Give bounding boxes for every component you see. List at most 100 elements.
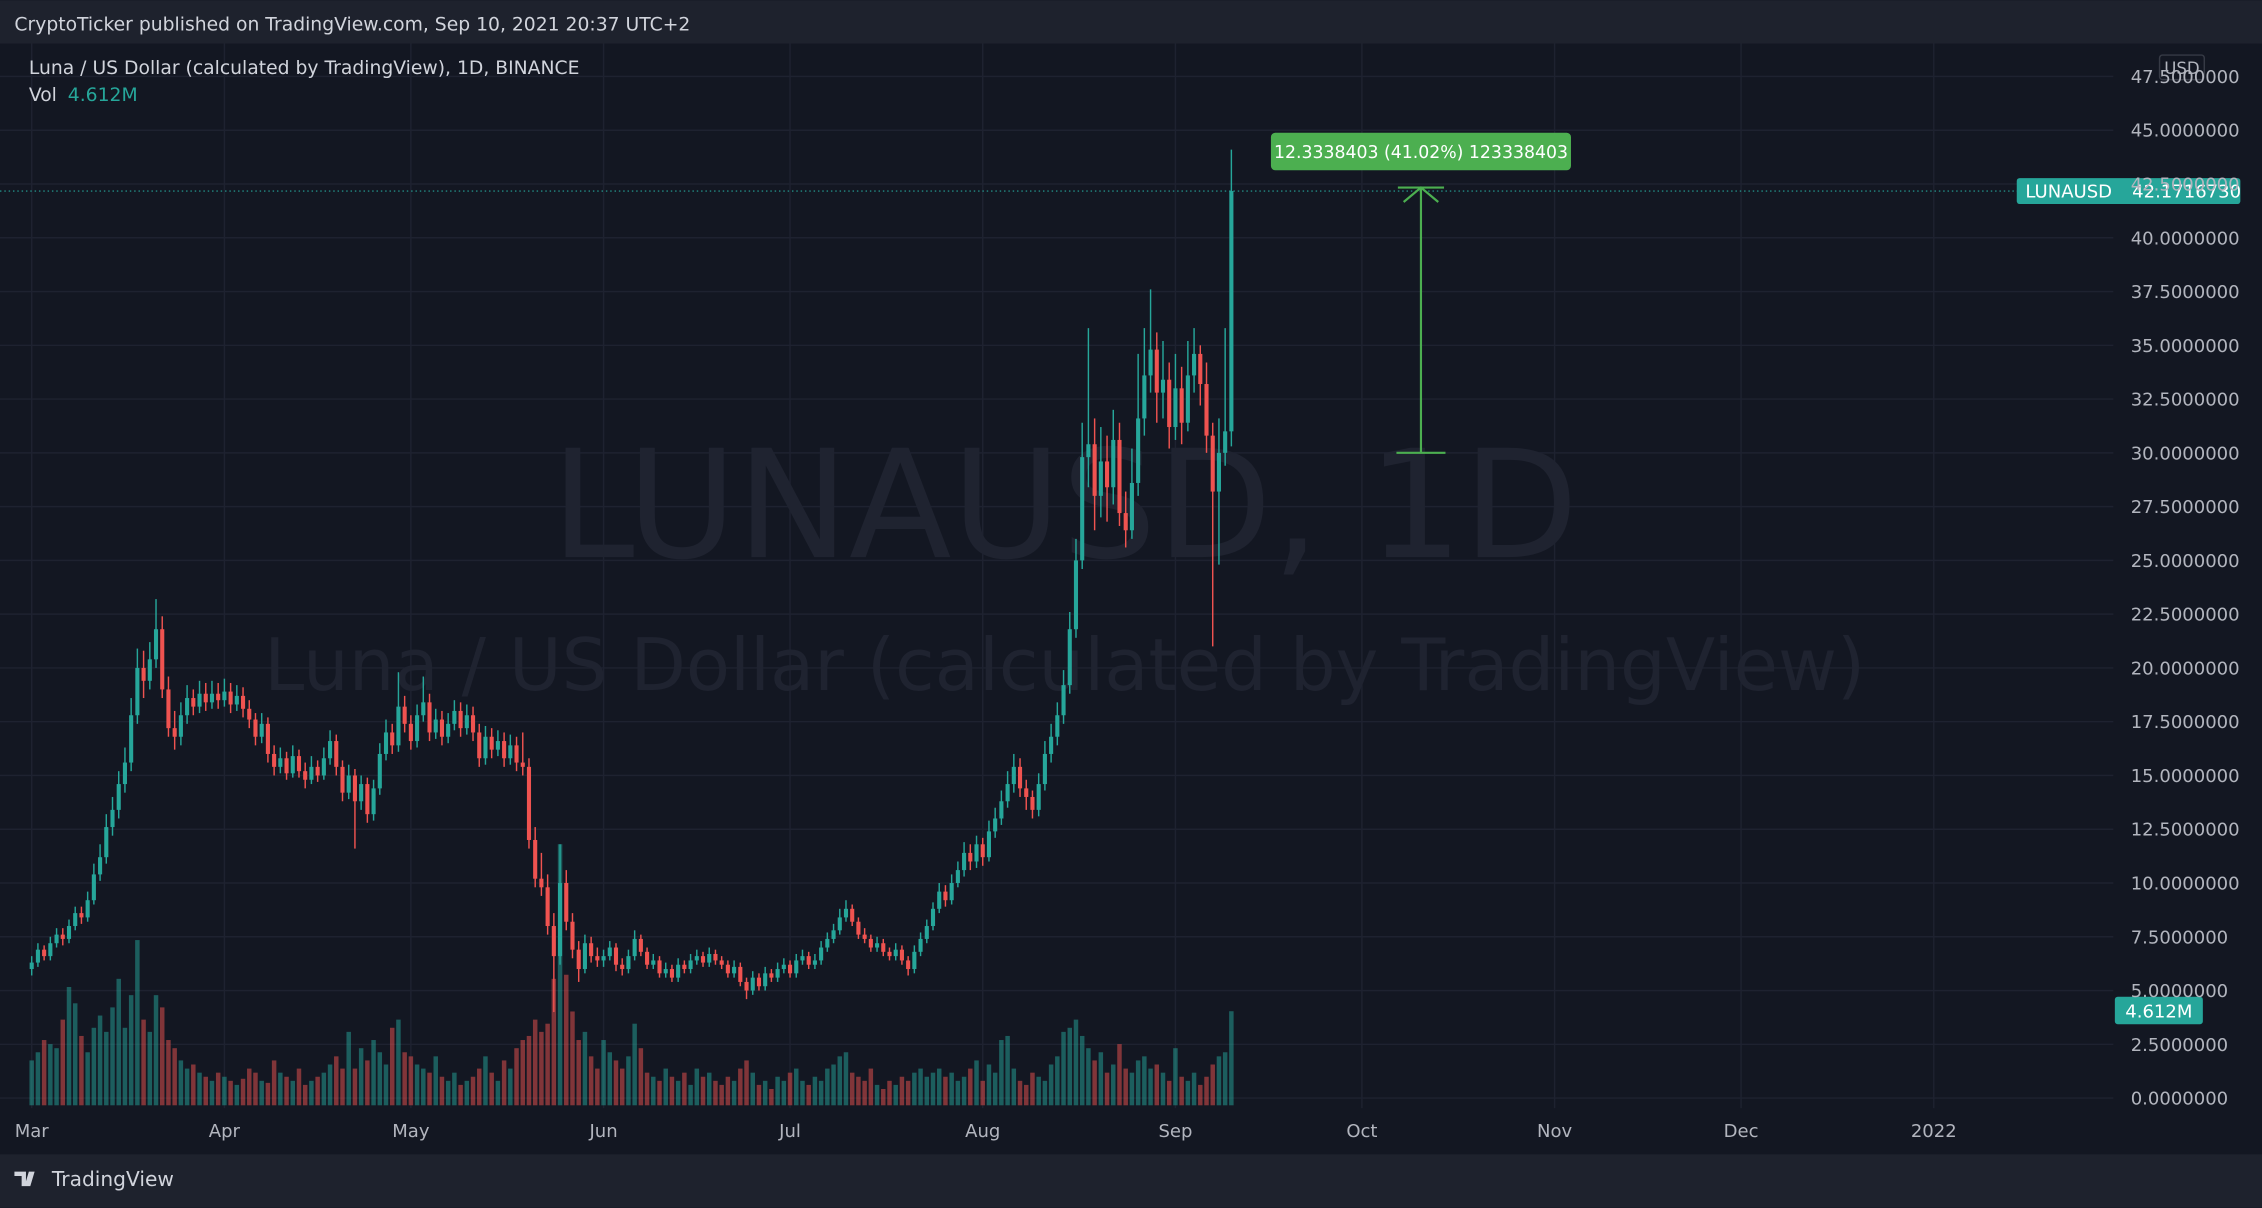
candle-body [899,949,904,961]
volume-bar [1067,1027,1072,1106]
volume-bar [936,1068,942,1106]
volume-bar [905,1080,911,1106]
last-price-value: 42.1716730 [2132,182,2241,203]
volume-bar [128,995,134,1106]
candle-body [663,969,668,974]
volume-legend-value: 4.612M [68,85,138,106]
volume-bar [1042,1080,1048,1106]
x-tick-label: Nov [1537,1121,1572,1142]
volume-bar [843,1052,849,1106]
volume-bar [800,1080,805,1106]
candle-body [713,953,718,961]
y-tick-label: 15.0000000 [2131,766,2240,787]
candle-body [968,852,973,862]
candle-body [974,844,979,862]
candle-body [1030,796,1035,810]
volume-bar [682,1072,687,1106]
candle-body [396,706,401,746]
volume-bar [178,1060,184,1106]
candle-body [203,693,208,703]
volume-bar [862,1080,867,1106]
candle-body [1011,766,1016,785]
candle-body [477,732,482,759]
candle-body [775,969,780,978]
volume-bar [700,1076,706,1106]
volume-bar [1011,1068,1017,1106]
candle-body [240,695,246,709]
candle-body [153,629,159,660]
candle-body [986,831,992,858]
candle-body [638,938,643,952]
candle-body [209,693,215,703]
volume-bar [1129,1072,1135,1106]
volume-bar [259,1080,264,1106]
candle-body [1136,418,1141,483]
volume-bar [346,1031,351,1106]
candle-body [1160,379,1166,393]
candle-body [122,762,127,785]
volume-bar [825,1068,830,1106]
candle-body [35,949,40,963]
candle-body [1061,685,1066,716]
volume-bar [706,1072,712,1106]
y-tick-label: 45.0000000 [2131,121,2240,142]
volume-bar [1036,1076,1041,1106]
volume-bar [501,1060,507,1106]
volume-bar [203,1076,208,1106]
volume-bar [564,974,569,1106]
y-tick-label: 37.5000000 [2131,282,2240,303]
volume-bar [470,1076,476,1106]
legend-title: Luna / US Dollar (calculated by TradingV… [29,58,580,79]
volume-bar [607,1052,613,1106]
candle-body [943,891,948,901]
volume-bar [433,1056,438,1106]
volume-bar [1216,1056,1222,1106]
y-tick-label: 27.5000000 [2131,497,2240,518]
candle-body [1036,784,1041,810]
volume-bar [1024,1084,1029,1106]
watermark-symbol: LUNAUSD, 1D [551,419,1579,593]
candle-body [315,766,320,776]
volume-bar [377,1052,383,1106]
currency: USD [2164,59,2199,78]
volume-bar [1005,1035,1010,1106]
volume-bar [41,1040,47,1106]
candle-body [458,710,463,729]
volume-bar [1030,1072,1035,1106]
y-tick-label: 10.0000000 [2131,873,2240,894]
candle-body [446,723,451,737]
candle-body [408,723,413,742]
volume-bar [91,1027,97,1106]
candle-body [545,887,550,927]
volume-bar [806,1084,811,1106]
candle-body [346,775,351,793]
volume-bar [738,1068,743,1106]
candle-body [91,874,96,901]
volume-bar [396,1019,401,1106]
volume-bar [918,1068,923,1106]
overlay: LUNAUSD 42.1716730 4.612M 12.3338403 (41.02… [0,132,2241,1025]
candle-body [825,938,830,948]
volume-bar [1142,1056,1147,1106]
volume-bar [1135,1060,1141,1106]
candle-body [1098,461,1103,496]
x-tick-label: Aug [965,1121,1000,1142]
volume-bar [663,1068,668,1106]
candle-body [732,966,737,974]
volume-bar [570,1011,575,1106]
candle-body [415,715,420,742]
volume-bar [725,1076,731,1106]
candle-body [1210,435,1215,492]
candle-body [328,741,333,759]
candle-body [1105,461,1110,488]
volume-bar [818,1080,824,1106]
volume-bar [184,1068,190,1106]
candle-body [197,693,202,707]
volume-bar [439,1076,445,1106]
volume-bar [153,995,159,1106]
volume-bar [302,1084,308,1106]
candle-body [464,715,469,729]
candle-body [725,964,730,974]
volume-bar [943,1076,948,1106]
